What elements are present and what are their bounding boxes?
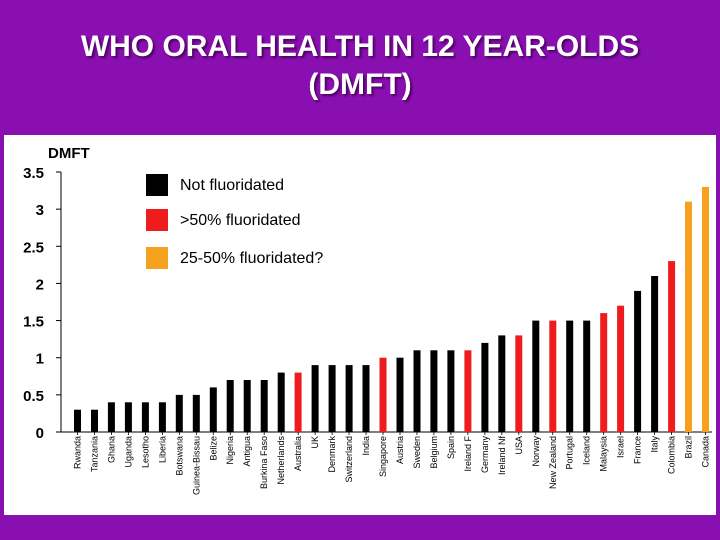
bar [702,186,709,432]
x-tick-label: Lesotho [140,436,150,468]
legend-swatch-not [146,174,168,196]
x-tick-label: Ireland Nf [497,436,507,476]
x-tick-label: USA [514,436,524,455]
x-tick-label: Netherlands [276,436,286,485]
legend-swatch-mid [146,247,168,269]
bar [413,350,421,432]
x-tick-label: Germany [480,436,490,474]
y-axis-label: DMFT [48,145,90,162]
x-tick-label: France [633,436,643,464]
bar [498,335,506,432]
x-tick-label: Tanzania [90,436,100,472]
bar [141,402,149,432]
y-tick-label: 1.5 [23,314,44,331]
x-tick-label: Denmark [327,436,337,473]
bar [209,387,217,432]
bar [379,357,387,432]
bar [124,402,132,432]
x-tick-label: Rwanda [73,436,83,469]
x-tick-label: Norway [531,436,541,467]
x-tick-label: Canada [701,436,711,468]
bar [447,350,455,432]
x-tick-label: Guinea-Bissau [191,436,201,495]
bar [651,276,659,432]
legend-label-mid: 25-50% fluoridated? [180,250,323,267]
bar [158,402,166,432]
bar [617,305,625,432]
bar [74,409,81,432]
title-line-2: (DMFT) [308,68,412,101]
bar [260,380,268,432]
bar [345,365,353,432]
chart-panel: 0 0.5 1 1.5 2 2.5 3 3.5 DMFT Rwanda Tanzania Ghana U… [4,135,716,515]
bar [549,320,557,432]
x-tick-label: Antigua [242,436,252,467]
x-tick-label: Italy [650,436,660,453]
x-tick-label: Uganda [123,436,133,468]
y-tick-label: 3 [36,202,44,219]
x-tick-label: Switzerland [344,436,354,483]
bar [277,372,285,432]
x-tick-label: Ireland F [463,436,473,472]
y-tick-label: 2.5 [23,239,44,256]
bar [243,380,251,432]
x-tick-label: Sweden [412,436,422,469]
x-tick-label: India [361,436,371,456]
x-tick-label: Belize [208,436,218,461]
x-tick-label: Malaysia [599,436,609,472]
x-tick-label: Portugal [565,436,575,470]
bar [192,394,200,432]
x-tick-label: Iceland [582,436,592,465]
x-tick-label: Burkina Faso [259,436,269,489]
y-tick-label: 3.5 [23,165,44,182]
legend-swatch-over50 [146,209,168,231]
bar [328,365,336,432]
x-tick-label: Spain [446,436,456,459]
bar [107,402,115,432]
x-tick-label: Botswana [174,436,184,476]
bar [634,290,642,432]
bar [668,261,676,432]
y-tick-label: 0.5 [23,388,44,405]
y-tick-label: 2 [36,276,44,293]
x-tick-label: Israel [616,436,626,458]
x-tick-label: UK [310,436,320,449]
y-tick-label: 0 [36,425,44,442]
x-tick-label: Austria [395,436,405,464]
bar [566,320,574,432]
x-tick-label: Colombia [667,436,677,474]
bar [294,372,302,432]
bar [91,409,98,432]
bar [515,335,523,432]
x-tick-label: Liberia [157,436,167,463]
x-tick-label: Australia [293,436,303,471]
legend-label-not: Not fluoridated [180,177,284,194]
bar [362,365,370,432]
bar [685,201,692,432]
bar [396,357,404,432]
page-title: WHO ORAL HEALTH IN 12 YEAR-OLDS (DMFT) [0,28,720,104]
bar [430,350,438,432]
x-tick-label: Nigeria [225,436,235,465]
bar [464,350,472,432]
bar [600,313,608,432]
x-tick-label: Belgium [429,436,439,469]
y-tick-label: 1 [36,351,44,368]
bar [175,394,183,432]
title-line-1: WHO ORAL HEALTH IN 12 YEAR-OLDS [80,30,640,63]
bar [311,365,319,432]
x-tick-label: New Zealand [548,436,558,489]
bar [583,320,591,432]
bar [532,320,540,432]
bar [226,380,234,432]
legend-label-over50: >50% fluoridated [180,212,301,229]
x-tick-label: Brazil [684,436,694,459]
x-tick-label: Singapore [378,436,388,477]
x-tick-label: Ghana [106,436,116,463]
bar [481,342,489,432]
